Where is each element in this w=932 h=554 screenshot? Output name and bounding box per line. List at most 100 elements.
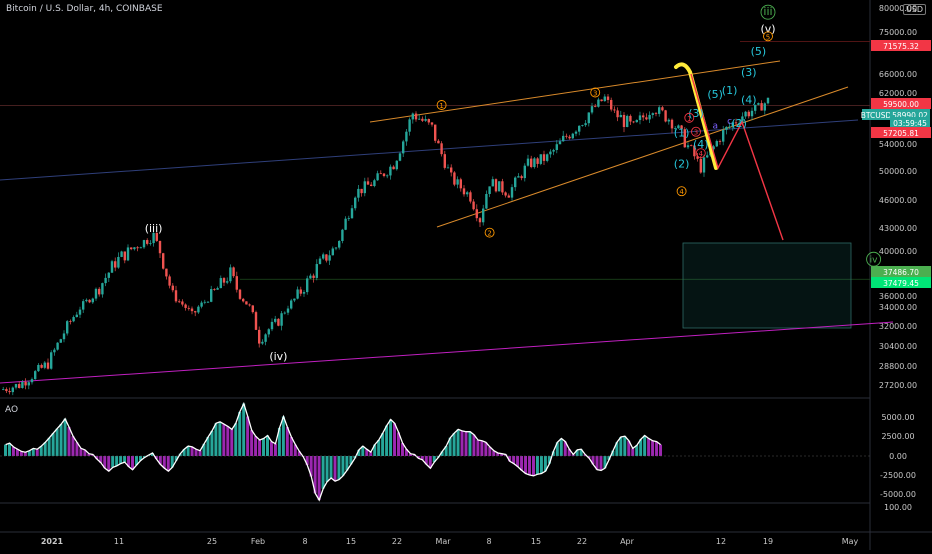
time-tick-label: 15 [531, 537, 541, 546]
ao-bar [218, 421, 222, 456]
candle-body [168, 276, 171, 286]
ao-bar [99, 456, 103, 463]
candle-body [539, 154, 542, 164]
candle-body [635, 120, 638, 123]
candle-body [462, 188, 466, 195]
ao-bar [75, 442, 79, 456]
time-tick-label: Feb [251, 537, 265, 546]
ao-bar [131, 456, 135, 470]
candle-body [549, 151, 552, 155]
candle-body [264, 334, 267, 342]
currency-badge[interactable]: USD [903, 4, 927, 15]
ao-bar [428, 456, 432, 469]
candle-body [27, 382, 30, 386]
candle-body [421, 118, 424, 121]
ao-bar [377, 440, 381, 456]
ao-bar [607, 456, 611, 460]
candle-body [312, 275, 315, 278]
candle-body [741, 116, 744, 124]
ao-bar [194, 449, 198, 456]
price-tick-label: 27200.00 [879, 381, 917, 390]
forecast-highlight [674, 62, 718, 170]
ao-bar [79, 448, 83, 456]
price-tick-label: 32000.00 [879, 322, 917, 331]
ao-bar [266, 435, 269, 456]
candle-body [1, 389, 5, 390]
ao-bar [528, 456, 532, 475]
price-label-text: 59500.00 [883, 100, 919, 109]
ao-tick-label: 5000.00 [881, 413, 914, 422]
candle-body [341, 229, 344, 241]
ao-bar [246, 416, 250, 456]
candle-body [360, 188, 363, 194]
ao-bar [43, 442, 47, 456]
candle-body [142, 240, 146, 248]
candle-body [107, 272, 110, 278]
candle-body [594, 106, 597, 107]
time-tick-label: 8 [486, 537, 491, 546]
candle-body [101, 283, 104, 295]
candle-body [117, 256, 120, 268]
ao-bar [575, 449, 579, 456]
candle-body [366, 181, 370, 185]
candle-body [568, 136, 571, 139]
ao-tick-label: -2500.00 [880, 471, 916, 480]
candle-body [757, 103, 760, 105]
channel-upper [369, 60, 781, 123]
ao-bar [63, 418, 67, 456]
ao-bar [210, 430, 214, 456]
candle-body [446, 167, 450, 169]
wave-label: (4) [693, 138, 709, 151]
candle-body [574, 131, 578, 134]
wave-label: a [712, 122, 718, 132]
wave-label: iii [763, 5, 772, 18]
candle-body [424, 119, 427, 121]
candle-body [389, 166, 392, 176]
candle-body [578, 125, 581, 132]
ao-bar [83, 449, 87, 456]
candle-body [488, 186, 491, 194]
ao-bar [174, 456, 178, 461]
ao-bar [337, 456, 341, 480]
ao-bar [11, 446, 15, 456]
channel-lower [436, 86, 849, 228]
candle-body [699, 158, 702, 173]
candle-body [712, 146, 715, 150]
ao-bar [432, 456, 436, 463]
candle-body [664, 110, 667, 122]
candle-body [85, 299, 88, 302]
price-tick-label: 43000.00 [879, 224, 917, 233]
candle-body [136, 247, 139, 249]
wave-marker-circle [691, 126, 701, 137]
candle-body [14, 384, 18, 388]
candle-body [82, 301, 85, 310]
candle-body [277, 318, 280, 326]
candle-body [510, 187, 514, 198]
candle-body [357, 188, 360, 198]
wave-label: (3) [688, 107, 704, 120]
candle-body [450, 167, 453, 173]
ao-bar [424, 456, 428, 465]
candle-body [91, 298, 94, 303]
candle-body [203, 301, 206, 303]
candle-body [498, 181, 501, 192]
candle-body [270, 321, 274, 330]
ao-bar [15, 449, 19, 456]
candle-body [194, 311, 197, 313]
ao-bar [23, 452, 27, 456]
candle-body [261, 341, 264, 344]
candle-body [21, 381, 24, 388]
ao-tick-label: 2500.00 [881, 432, 914, 441]
price-tick-label: 28800.00 [879, 362, 917, 371]
candle-body [59, 339, 62, 343]
candle-body [565, 135, 568, 137]
candle-body [344, 218, 347, 230]
candle-body [722, 129, 725, 142]
candle-body [523, 165, 526, 179]
ao-bar [333, 456, 337, 482]
wave-label: (1) [674, 126, 690, 139]
candle-body [126, 247, 130, 261]
candle-body [715, 141, 718, 147]
candle-body [178, 301, 181, 303]
candle-body [645, 117, 648, 120]
